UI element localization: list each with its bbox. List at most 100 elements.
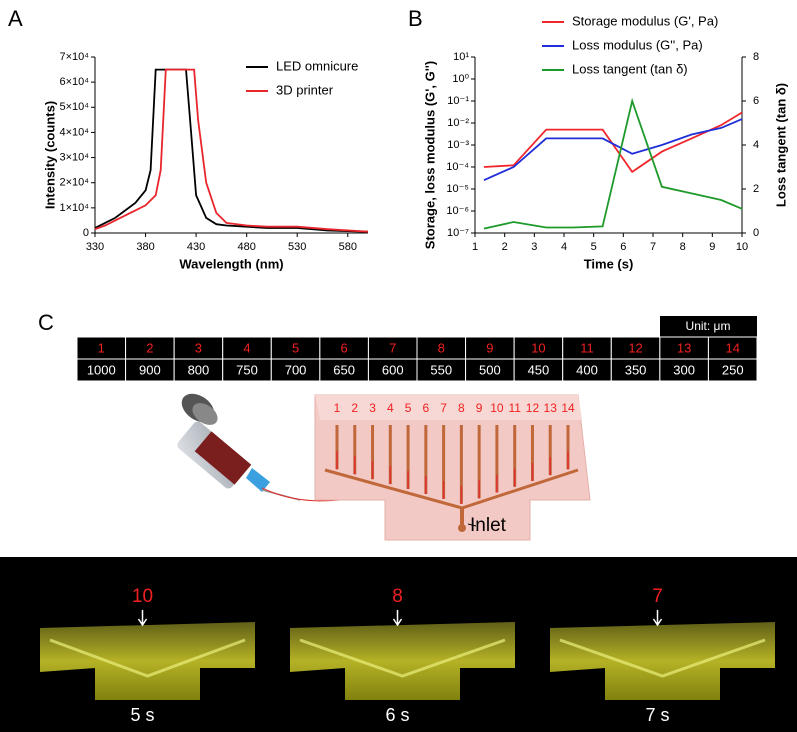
table-cell-text: 3 — [195, 340, 202, 355]
x-axis-label: Wavelength (nm) — [179, 256, 283, 271]
table-cell-text: 700 — [285, 362, 307, 377]
table-cell-text: 800 — [188, 362, 210, 377]
x-tick-label: 530 — [288, 241, 306, 253]
table-cell-text: 12 — [628, 340, 642, 355]
channel-label: 1 — [334, 401, 341, 415]
channel-label: 9 — [476, 401, 483, 415]
legend-label: Loss modulus (G'', Pa) — [572, 37, 703, 52]
table-cell-text: 400 — [576, 362, 598, 377]
y-tick-label: 1×10⁴ — [59, 202, 89, 214]
table-cell-text: 4 — [243, 340, 250, 355]
channel-label: 6 — [423, 401, 430, 415]
y-tick-label: 5×10⁴ — [59, 101, 89, 113]
y-axis-label: Intensity (counts) — [42, 101, 57, 209]
x-tick-label: 7 — [650, 241, 656, 253]
y-tick-label: 7×10⁴ — [59, 51, 89, 63]
table-cell-text: 300 — [673, 362, 695, 377]
x-tick-label: 580 — [339, 241, 357, 253]
time-label: 5 s — [130, 705, 154, 725]
channel-label: 11 — [508, 401, 521, 415]
panel-label: C — [38, 310, 54, 335]
gel-channels — [559, 638, 766, 678]
y2-tick-label: 4 — [753, 139, 759, 151]
x-axis-label: Time (s) — [584, 256, 634, 271]
legend-label: 3D printer — [276, 82, 334, 97]
series-line — [483, 97, 743, 230]
panel-label: E — [268, 594, 283, 619]
channel-number: 8 — [392, 586, 403, 607]
x-tick-label: 380 — [136, 241, 154, 253]
syringe — [177, 393, 461, 502]
table-cell-text: 1000 — [87, 362, 116, 377]
arrow — [652, 610, 663, 627]
y2-tick-label: 0 — [753, 227, 759, 239]
y-tick-label: 2×10⁴ — [59, 177, 89, 189]
x-tick-label: 9 — [709, 241, 715, 253]
legend-label: Storage modulus (G', Pa) — [572, 13, 718, 28]
y2-tick-label: 2 — [753, 183, 759, 195]
table-cell-text: 900 — [139, 362, 161, 377]
table-cell-text: 7 — [389, 340, 396, 355]
y-tick-label: 10⁻⁴ — [446, 161, 469, 173]
table-cell-text: 600 — [382, 362, 404, 377]
table-cell-text: 450 — [528, 362, 550, 377]
table-cell-text: 5 — [292, 340, 299, 355]
table-cell-text: 10 — [531, 340, 545, 355]
series-line — [94, 68, 369, 233]
channel-label: 3 — [369, 401, 376, 415]
panel-label: B — [408, 6, 423, 31]
unit-label: Unit: μm — [686, 319, 731, 333]
x-tick-label: 1 — [472, 241, 478, 253]
table-cell-text: 750 — [236, 362, 258, 377]
x-tick-label: 5 — [591, 241, 597, 253]
table-cell-text: 500 — [479, 362, 501, 377]
chip — [314, 394, 591, 541]
channel-number: 7 — [652, 586, 663, 607]
y-tick-label: 10⁻⁷ — [447, 227, 469, 239]
panel-label: D — [6, 594, 22, 619]
channel-label: 5 — [405, 401, 412, 415]
y-tick-label: 4×10⁴ — [59, 126, 89, 138]
channel-label: 7 — [440, 401, 447, 415]
x-tick-label: 4 — [561, 241, 567, 253]
inlet-label: Inlet — [470, 515, 507, 536]
y2-axis-label: Loss tangent (tan δ) — [773, 83, 788, 207]
table-cell-text: 11 — [580, 340, 594, 355]
y-tick-label: 10⁰ — [452, 73, 469, 85]
arrow — [392, 610, 403, 627]
table-cell-text: 8 — [438, 340, 445, 355]
y-tick-label: 10⁻⁵ — [446, 183, 469, 195]
y2-tick-label: 6 — [753, 95, 759, 107]
arrow — [137, 610, 148, 627]
table-cell-text: 14 — [725, 340, 739, 355]
table-cell-text: 350 — [625, 362, 647, 377]
panel-label: A — [8, 6, 23, 31]
y-tick-label: 3×10⁴ — [59, 151, 89, 163]
gel-photo — [290, 622, 515, 700]
table-cell — [707, 358, 758, 382]
table-cell-text: 6 — [341, 340, 348, 355]
table-cell-text: 550 — [430, 362, 452, 377]
x-tick-label: 8 — [680, 241, 686, 253]
table-cell-text: 9 — [486, 340, 493, 355]
y-tick-label: 0 — [83, 227, 89, 239]
legend-label: Loss tangent (tan δ) — [572, 61, 688, 76]
legend-label: LED omnicure — [276, 58, 358, 73]
x-tick-label: 3 — [531, 241, 537, 253]
gel-channels — [299, 638, 506, 678]
gel-channels — [49, 638, 246, 678]
channel-label: 10 — [490, 401, 504, 415]
x-tick-label: 2 — [502, 241, 508, 253]
gel-photo — [550, 622, 775, 700]
x-tick-label: 430 — [187, 241, 205, 253]
photos: D 10 5 s E 8 6 s F 7 7 s — [6, 586, 775, 725]
x-tick-label: 6 — [620, 241, 626, 253]
series-line — [483, 111, 743, 174]
y-axis-label: Storage, loss modulus (G', G'') — [422, 61, 437, 249]
time-label: 6 s — [385, 705, 409, 725]
table-cell-text: 250 — [722, 362, 744, 377]
series-line — [94, 68, 369, 233]
y2-tick-label: 8 — [753, 51, 759, 63]
gel-photo — [40, 622, 255, 700]
